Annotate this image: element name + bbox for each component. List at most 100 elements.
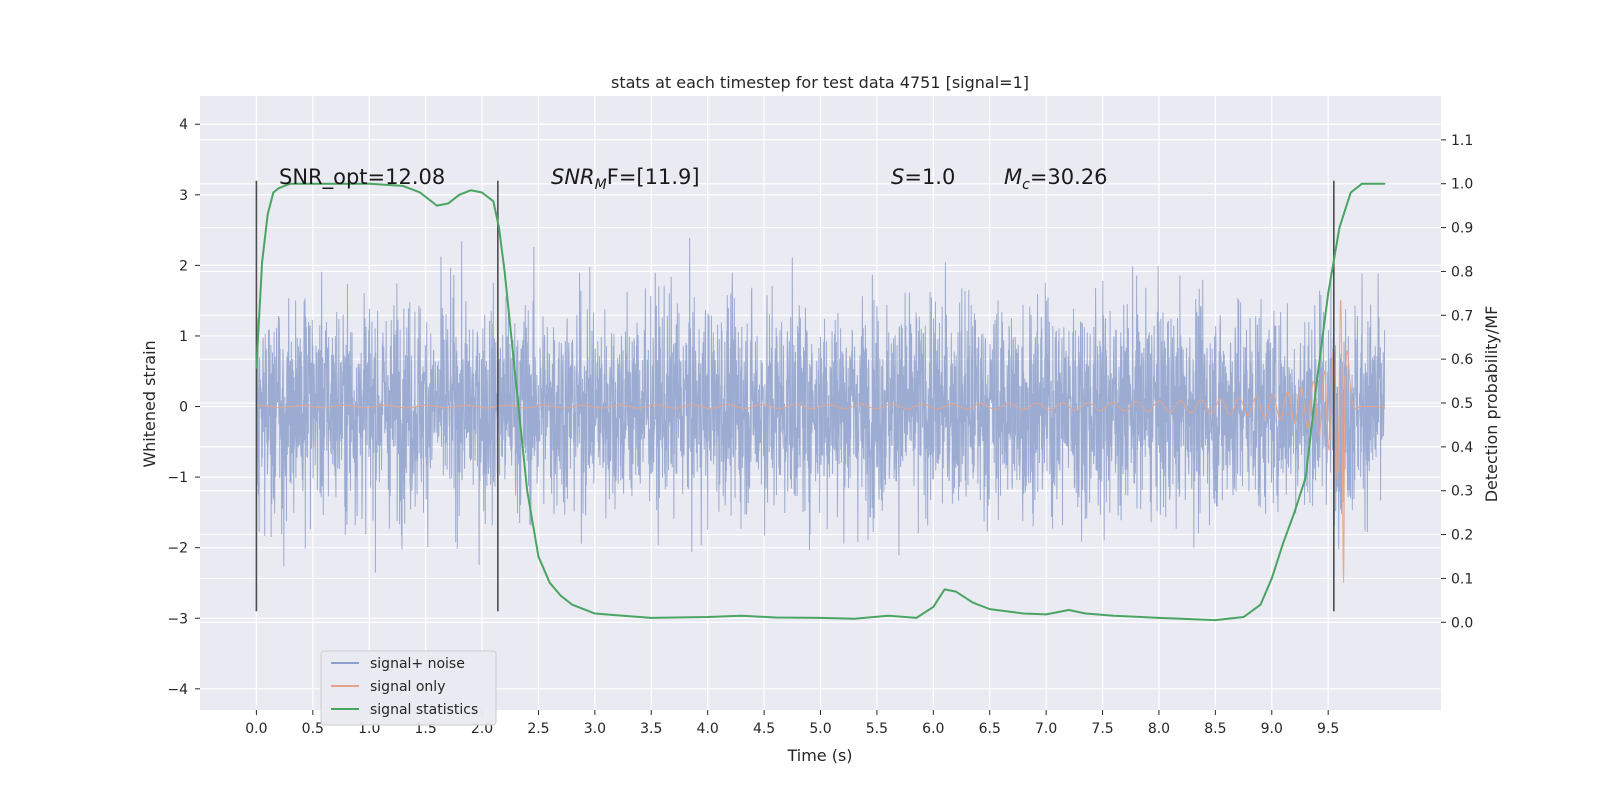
- series-signal-only: [256, 299, 1385, 583]
- stat-point: [266, 213, 269, 216]
- stat-point: [526, 489, 528, 492]
- y-right-tick-label: 0.0: [1451, 615, 1473, 631]
- x-tick-label: 5.0: [809, 721, 831, 737]
- stat-point: [278, 187, 280, 189]
- stat-point: [571, 603, 574, 606]
- y-tick-label: 0: [179, 400, 188, 416]
- x-tick-label: 9.0: [1261, 721, 1283, 737]
- y-right-tick-label: 0.5: [1451, 396, 1473, 412]
- y-axis-right-label: Detection probability/MF: [1482, 306, 1501, 503]
- y-right-tick-label: 0.2: [1451, 528, 1473, 544]
- stat-point: [1293, 511, 1296, 514]
- mc-value: =30.26: [1030, 165, 1108, 189]
- stat-point: [887, 614, 889, 617]
- x-tick-label: 6.5: [979, 721, 1001, 737]
- x-tick-label: 4.0: [697, 721, 719, 737]
- x-tick-label: 4.5: [753, 721, 775, 737]
- stat-point: [1259, 603, 1262, 606]
- stat-point: [515, 380, 517, 382]
- legend-box: [320, 650, 497, 726]
- y-tick-label: −2: [167, 541, 188, 557]
- stat-point: [988, 608, 991, 610]
- axis-ticks: 0.0 0.5 1.0 1.5 2.0 2.5 3.0 3.5 4.0 4.5 5.0 5.5 6.0 6…: [167, 117, 1473, 737]
- stat-point: [261, 261, 263, 264]
- x-tick-label: 6.0: [922, 721, 944, 737]
- annotation-snr-mf: SNRMF=[11.9]: [551, 165, 700, 193]
- x-tick-label: 0.0: [245, 721, 267, 737]
- y-right-tick-label: 0.6: [1451, 352, 1473, 368]
- stat-point: [1282, 542, 1284, 545]
- stat-point: [1304, 476, 1307, 479]
- stat-point: [932, 606, 935, 608]
- x-tick-label: 3.0: [584, 721, 606, 737]
- stat-point: [1022, 612, 1025, 615]
- stat-point: [1045, 613, 1047, 616]
- legend-label-signal: signal only: [370, 679, 445, 695]
- stat-point: [1349, 191, 1352, 194]
- annotation-mc: Mc=30.26: [1004, 165, 1108, 193]
- stat-point: [650, 617, 653, 619]
- chart-title: stats at each timestep for test data 475…: [611, 73, 1029, 92]
- x-tick-label: 3.5: [640, 721, 662, 737]
- mc-base: M: [1004, 165, 1022, 189]
- vertical-markers: [255, 180, 1335, 612]
- legend-label-stats: signal statistics: [370, 702, 478, 718]
- stat-point: [447, 202, 450, 205]
- x-tick-label: 8.0: [1148, 721, 1170, 737]
- stat-point: [1067, 609, 1070, 611]
- mc-sub: c: [1022, 177, 1030, 193]
- stat-point: [853, 617, 856, 620]
- stat-point: [1214, 619, 1217, 621]
- stat-point: [819, 617, 822, 619]
- stat-point: [503, 270, 506, 273]
- line-signal-statistics: [255, 182, 1385, 622]
- line-signal-only: [256, 299, 1385, 583]
- stat-point: [481, 191, 483, 194]
- snr-mf-sub: M: [595, 177, 607, 193]
- y-right-tick-label: 0.7: [1451, 308, 1473, 324]
- x-tick-label: 7.5: [1091, 721, 1113, 737]
- stat-point: [1158, 617, 1160, 619]
- y-axis-label: Whitened strain: [140, 340, 159, 467]
- stat-point: [740, 614, 743, 617]
- stat-point: [915, 617, 918, 619]
- stat-point: [289, 182, 292, 185]
- x-tick-label: 7.0: [1035, 721, 1057, 737]
- stat-point: [312, 182, 314, 185]
- x-tick-label: 2.5: [527, 721, 549, 737]
- stat-point: [1084, 612, 1087, 615]
- annotation-snr-opt: SNR_opt=12.08: [279, 165, 445, 190]
- stat-point: [1383, 182, 1386, 185]
- stat-point: [402, 185, 404, 187]
- annotation-s: S=1.0: [891, 165, 955, 189]
- stat-point: [436, 204, 438, 207]
- stat-point: [943, 588, 946, 591]
- y-tick-label: −4: [167, 682, 188, 698]
- y-tick-label: −3: [167, 611, 188, 627]
- series-signal-statistics: [255, 182, 1386, 622]
- x-tick-label: 9.5: [1317, 721, 1339, 737]
- x-tick-label: 5.5: [866, 721, 888, 737]
- stat-point: [368, 182, 371, 185]
- y-right-tick-label: 0.4: [1451, 440, 1473, 456]
- y-right-tick-label: 1.0: [1451, 177, 1473, 193]
- stat-point: [469, 189, 472, 192]
- y-right-tick-label: 0.3: [1451, 484, 1473, 500]
- stat-point: [1372, 182, 1375, 185]
- stat-point: [1338, 226, 1341, 229]
- x-axis-label: Time (s): [786, 746, 852, 765]
- stat-point: [272, 191, 275, 194]
- stat-point: [560, 595, 562, 597]
- y-tick-label: 3: [179, 188, 188, 204]
- snr-mf-base: SNR: [551, 165, 595, 189]
- s-value: =1.0: [904, 165, 955, 189]
- y-right-tick-label: 1.1: [1451, 133, 1473, 149]
- y-right-tick-label: 0.9: [1451, 221, 1473, 237]
- stat-point: [972, 601, 974, 604]
- snr-mf-rest: F=[11.9]: [607, 165, 700, 189]
- stat-point: [594, 612, 596, 615]
- stat-point: [419, 191, 421, 194]
- x-tick-label: 0.5: [302, 721, 324, 737]
- stat-point: [1327, 292, 1329, 295]
